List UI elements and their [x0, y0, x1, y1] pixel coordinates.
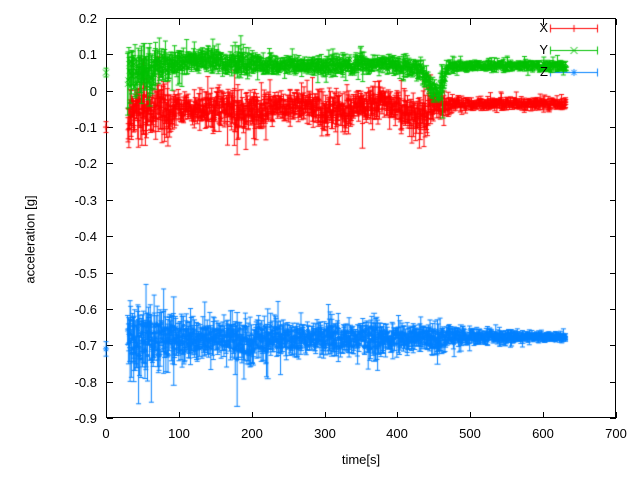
legend-label-y: Y	[539, 42, 548, 57]
legend-label-z: Z	[540, 64, 548, 79]
legend-label-x: X	[539, 20, 548, 35]
